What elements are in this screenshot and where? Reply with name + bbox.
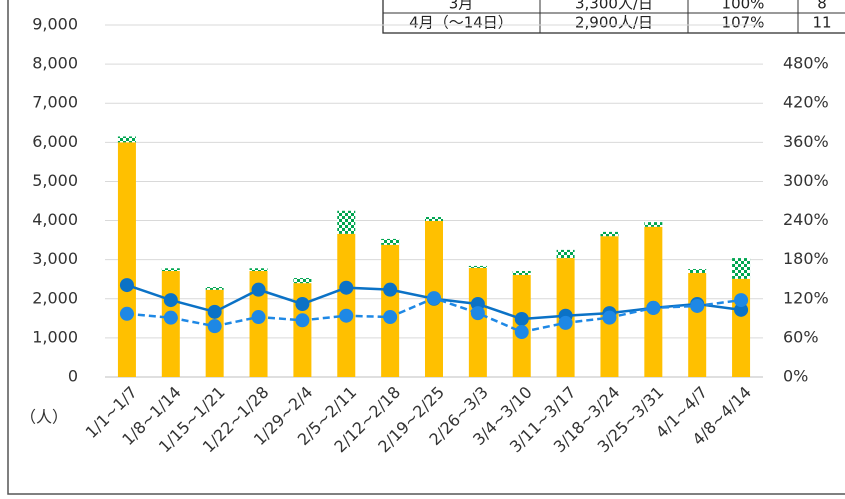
bar — [337, 233, 356, 377]
bar — [468, 267, 487, 377]
line-marker — [470, 306, 485, 321]
bar — [644, 222, 663, 227]
y-axis-label: （人） — [20, 408, 68, 427]
y-tick-label: 1,000 — [32, 327, 78, 346]
bar — [117, 136, 136, 143]
line-marker — [119, 306, 134, 321]
line-marker — [383, 310, 398, 325]
y-tick-label: 5,000 — [32, 171, 78, 190]
y2-tick-label: 120% — [783, 288, 829, 307]
y-tick-label: 6,000 — [32, 132, 78, 151]
line-marker — [163, 293, 178, 308]
line-marker — [295, 296, 310, 311]
bar — [425, 217, 443, 221]
bar — [117, 142, 136, 377]
table-cell: 3月 — [449, 0, 474, 13]
y-tick-label: 3,000 — [32, 249, 78, 268]
bar — [732, 258, 751, 279]
line-marker — [734, 293, 749, 308]
y2-tick-label: 300% — [783, 171, 829, 190]
table: 3月 3,300人/日 100% 8 4月（〜14日） 2,900人/日 107… — [382, 0, 845, 34]
y-tick-label: 7,000 — [32, 93, 78, 112]
line-marker — [251, 282, 266, 297]
line-marker — [383, 282, 398, 297]
line-marker — [339, 308, 354, 323]
line-marker — [207, 304, 222, 319]
line-marker — [558, 315, 573, 330]
line-marker — [119, 278, 134, 293]
table-cell: 107% — [722, 14, 765, 32]
bar — [600, 231, 619, 237]
y2-tick-label: 60% — [783, 327, 819, 346]
table-cell: 3,300人/日 — [575, 0, 653, 13]
bar — [556, 249, 575, 259]
y2-tick-label: 180% — [783, 249, 829, 268]
y-tick-label: 9,000 — [32, 15, 78, 34]
line-marker — [690, 298, 705, 313]
table-cell: 8 — [817, 0, 827, 13]
bar — [512, 271, 531, 275]
y2-tick-label: 420% — [783, 93, 829, 112]
y2-tick-label: 480% — [783, 54, 829, 73]
table-cell: 4月（〜14日） — [409, 14, 513, 32]
bar — [205, 287, 224, 290]
y2-tick-label: 0% — [783, 367, 808, 386]
table-cell: 100% — [722, 0, 765, 13]
bar — [249, 268, 268, 272]
y2-tick-label: 360% — [783, 132, 829, 151]
bar — [381, 238, 400, 245]
line-marker — [427, 291, 441, 306]
line-marker — [514, 311, 529, 326]
y2-tick-label: 240% — [783, 210, 829, 229]
line-marker — [163, 310, 178, 325]
bar — [688, 269, 707, 273]
y-tick-label: 0 — [68, 367, 78, 386]
bar — [205, 289, 224, 377]
line-marker — [514, 325, 529, 340]
bar — [688, 272, 707, 377]
bar — [337, 210, 356, 234]
line-marker — [602, 310, 617, 325]
line-marker — [646, 300, 661, 315]
table-cell: 11 — [812, 14, 831, 32]
line-marker — [339, 280, 354, 295]
bar — [468, 265, 487, 268]
line-marker — [734, 302, 749, 317]
bar — [293, 278, 312, 284]
line-marker — [251, 310, 266, 325]
y-tick-label: 4,000 — [32, 210, 78, 229]
line-marker — [295, 313, 310, 328]
frame — [7, 0, 845, 495]
table-cell: 2,900人/日 — [575, 14, 653, 32]
y-tick-label: 2,000 — [32, 288, 78, 307]
bar — [161, 268, 180, 272]
line-marker — [207, 319, 222, 334]
y-tick-label: 8,000 — [32, 54, 78, 73]
table-border — [382, 0, 845, 34]
